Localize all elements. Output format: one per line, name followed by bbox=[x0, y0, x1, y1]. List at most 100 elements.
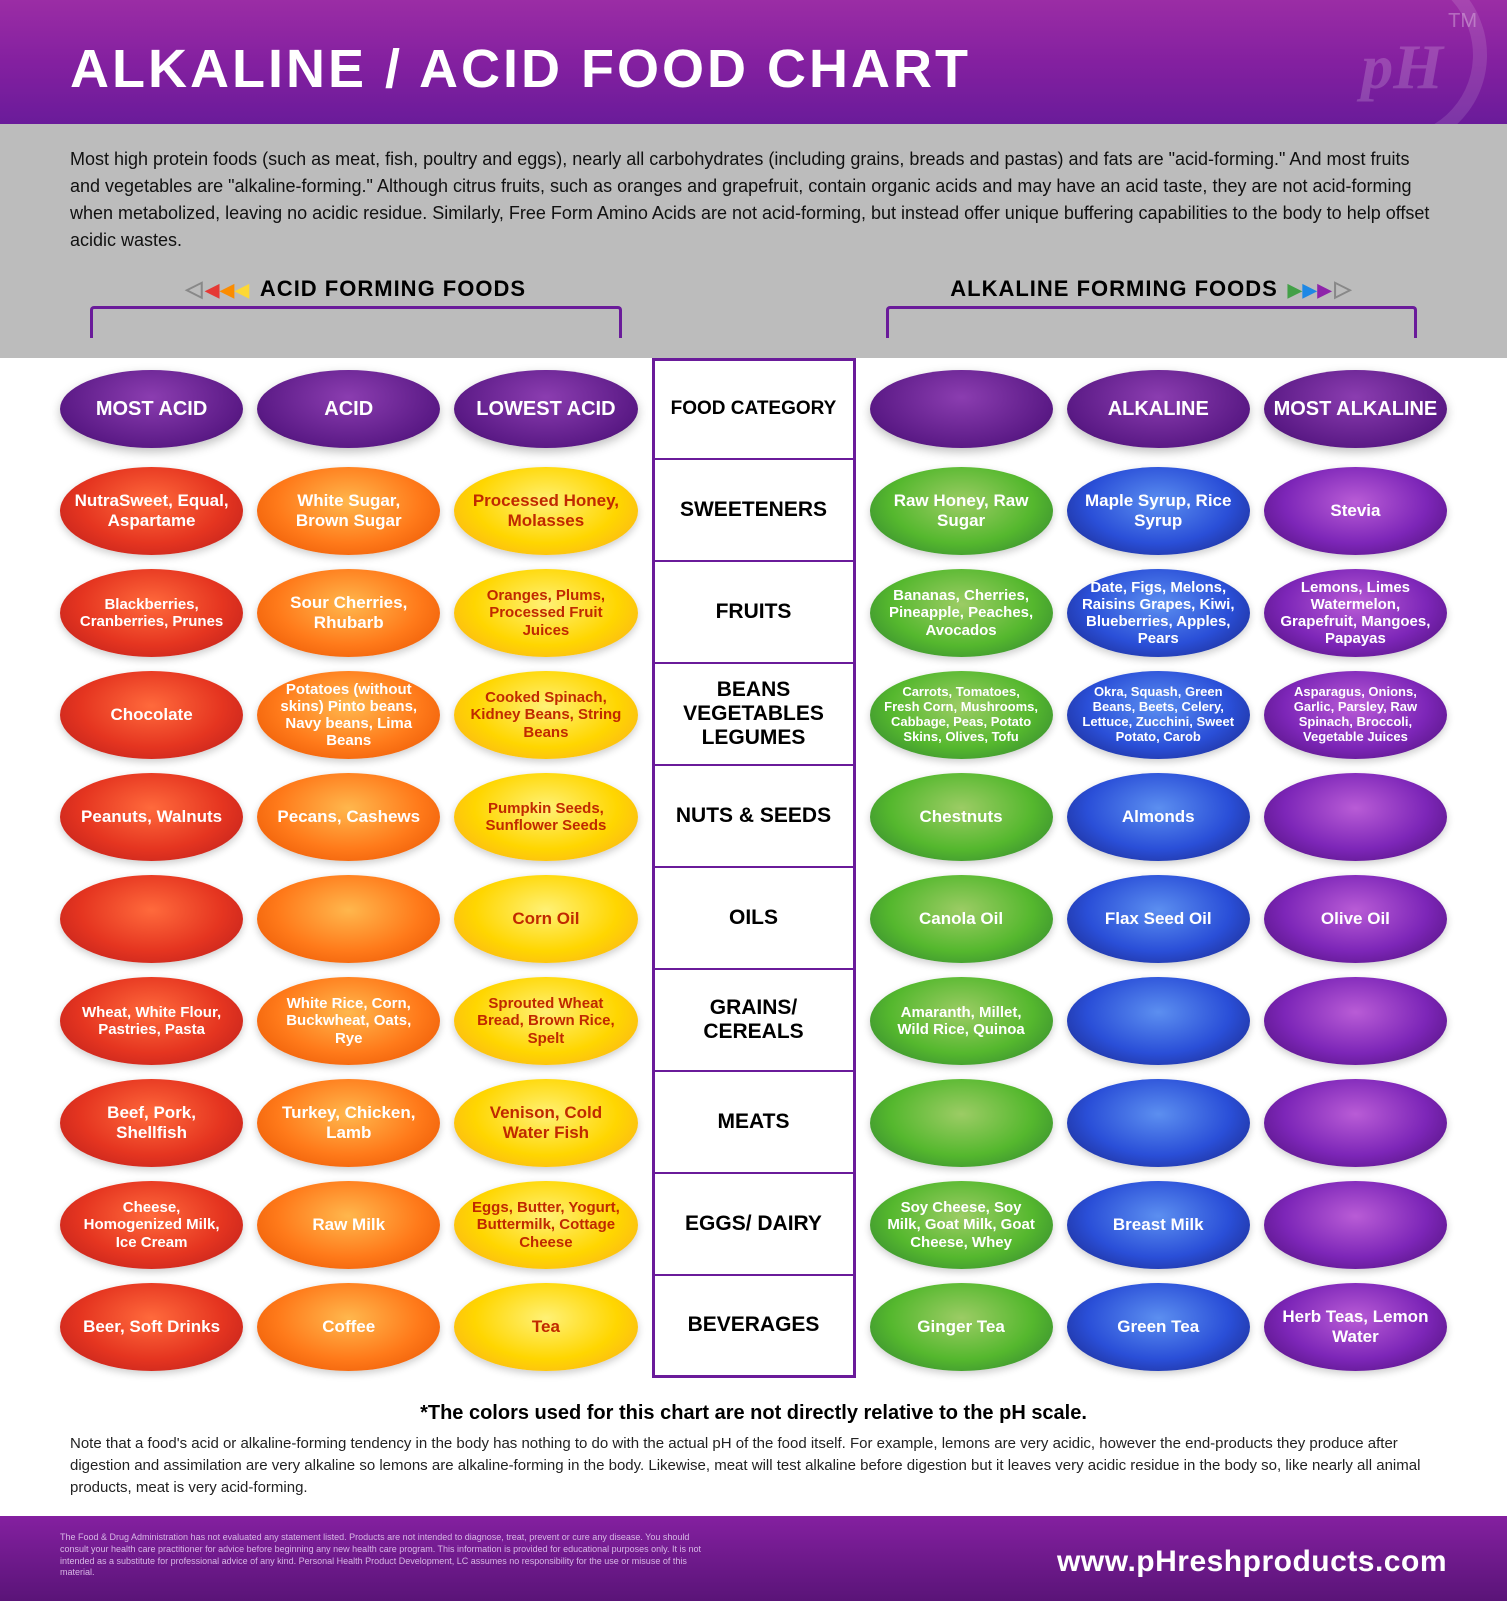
food-pill-label: Pumpkin Seeds, Sunflower Seeds bbox=[454, 773, 637, 861]
acid-section-text: ACID FORMING FOODS bbox=[260, 276, 526, 302]
food-pill: Date, Figs, Melons, Raisins Grapes, Kiwi… bbox=[1067, 562, 1250, 664]
column-header-pill bbox=[870, 370, 1053, 448]
page: pH TM ALKALINE / ACID FOOD CHART Most hi… bbox=[0, 0, 1507, 1601]
food-pill: Corn Oil bbox=[454, 868, 637, 970]
food-pill: NutraSweet, Equal, Aspartame bbox=[60, 460, 243, 562]
food-pill: Raw Milk bbox=[257, 1174, 440, 1276]
header-band: pH TM ALKALINE / ACID FOOD CHART bbox=[0, 0, 1507, 124]
food-pill: Eggs, Butter, Yogurt, Buttermilk, Cottag… bbox=[454, 1174, 637, 1276]
food-pill-label: Beef, Pork, Shellfish bbox=[60, 1079, 243, 1167]
food-pill-label: Venison, Cold Water Fish bbox=[454, 1079, 637, 1167]
food-pill: Green Tea bbox=[1067, 1276, 1250, 1378]
food-pill bbox=[1067, 970, 1250, 1072]
food-pill: Chestnuts bbox=[870, 766, 1053, 868]
food-pill-label bbox=[60, 875, 243, 963]
food-pill-label: Chocolate bbox=[60, 671, 243, 759]
chart-title: ALKALINE / ACID FOOD CHART bbox=[70, 38, 1507, 100]
food-pill: Coffee bbox=[257, 1276, 440, 1378]
category-cell: GRAINS/ CEREALS bbox=[652, 970, 856, 1072]
food-pill-label: Pecans, Cashews bbox=[257, 773, 440, 861]
food-pill-label: White Rice, Corn, Buckwheat, Oats, Rye bbox=[257, 977, 440, 1065]
food-pill-label: Olive Oil bbox=[1264, 875, 1447, 963]
food-pill: Tea bbox=[454, 1276, 637, 1378]
food-pill: Wheat, White Flour, Pastries, Pasta bbox=[60, 970, 243, 1072]
food-pill-label: Date, Figs, Melons, Raisins Grapes, Kiwi… bbox=[1067, 569, 1250, 657]
food-pill-label bbox=[257, 875, 440, 963]
food-pill-label: Herb Teas, Lemon Water bbox=[1264, 1283, 1447, 1371]
food-pill-label: Soy Cheese, Soy Milk, Goat Milk, Goat Ch… bbox=[870, 1181, 1053, 1269]
left-bracket bbox=[90, 306, 622, 338]
food-pill: Canola Oil bbox=[870, 868, 1053, 970]
food-pill: Oranges, Plums, Processed Fruit Juices bbox=[454, 562, 637, 664]
food-pill-label: Flax Seed Oil bbox=[1067, 875, 1250, 963]
column-header-pill: ALKALINE bbox=[1067, 370, 1250, 448]
food-pill-label: Almonds bbox=[1067, 773, 1250, 861]
food-pill-label: Blackberries, Cranberries, Prunes bbox=[60, 569, 243, 657]
food-pill-label bbox=[1264, 1079, 1447, 1167]
acid-section-label: ◀◀◀ ACID FORMING FOODS bbox=[60, 276, 652, 302]
food-pill-label: Oranges, Plums, Processed Fruit Juices bbox=[454, 569, 637, 657]
chart-grid: MOST ACIDACIDLOWEST ACIDFOOD CATEGORY ALK… bbox=[60, 358, 1447, 1378]
food-pill-label: Carrots, Tomatoes, Fresh Corn, Mushrooms… bbox=[870, 671, 1053, 759]
food-pill-label: Corn Oil bbox=[454, 875, 637, 963]
column-header: LOWEST ACID bbox=[454, 358, 637, 460]
food-pill-label bbox=[870, 1079, 1053, 1167]
food-pill: Lemons, Limes Watermelon, Grapefruit, Ma… bbox=[1264, 562, 1447, 664]
food-pill: Cooked Spinach, Kidney Beans, String Bea… bbox=[454, 664, 637, 766]
column-header-pill: MOST ALKALINE bbox=[1264, 370, 1447, 448]
food-pill: Soy Cheese, Soy Milk, Goat Milk, Goat Ch… bbox=[870, 1174, 1053, 1276]
food-pill-label: Cooked Spinach, Kidney Beans, String Bea… bbox=[454, 671, 637, 759]
category-cell: MEATS bbox=[652, 1072, 856, 1174]
food-pill: Potatoes (without skins) Pinto beans, Na… bbox=[257, 664, 440, 766]
column-header-pill: MOST ACID bbox=[60, 370, 243, 448]
column-header-pill: ACID bbox=[257, 370, 440, 448]
food-pill-label: Coffee bbox=[257, 1283, 440, 1371]
food-pill-label: Chestnuts bbox=[870, 773, 1053, 861]
food-pill-label: Potatoes (without skins) Pinto beans, Na… bbox=[257, 671, 440, 759]
footer-url: www.pHreshproducts.com bbox=[1057, 1545, 1447, 1579]
food-pill-label: Green Tea bbox=[1067, 1283, 1250, 1371]
category-cell: EGGS/ DAIRY bbox=[652, 1174, 856, 1276]
column-header: ALKALINE bbox=[1067, 358, 1250, 460]
food-pill: Breast Milk bbox=[1067, 1174, 1250, 1276]
trademark-badge: TM bbox=[1448, 10, 1477, 33]
food-pill: Cheese, Homogenized Milk, Ice Cream bbox=[60, 1174, 243, 1276]
food-pill-label: Ginger Tea bbox=[870, 1283, 1053, 1371]
food-pill: Peanuts, Walnuts bbox=[60, 766, 243, 868]
food-pill-label bbox=[1264, 977, 1447, 1065]
food-pill bbox=[1264, 1174, 1447, 1276]
food-pill: Raw Honey, Raw Sugar bbox=[870, 460, 1053, 562]
bracket-row bbox=[0, 306, 1507, 338]
food-pill: Stevia bbox=[1264, 460, 1447, 562]
food-pill: Sprouted Wheat Bread, Brown Rice, Spelt bbox=[454, 970, 637, 1072]
food-pill-label: Amaranth, Millet, Wild Rice, Quinoa bbox=[870, 977, 1053, 1065]
food-pill-label: Maple Syrup, Rice Syrup bbox=[1067, 467, 1250, 555]
food-pill-label: Okra, Squash, Green Beans, Beets, Celery… bbox=[1067, 671, 1250, 759]
column-header: ACID bbox=[257, 358, 440, 460]
food-pill-label: Stevia bbox=[1264, 467, 1447, 555]
food-pill-label: Sour Cherries, Rhubarb bbox=[257, 569, 440, 657]
category-header: FOOD CATEGORY bbox=[652, 358, 856, 460]
food-pill: Pecans, Cashews bbox=[257, 766, 440, 868]
food-pill: Chocolate bbox=[60, 664, 243, 766]
arrows-right-icon: ▶▶▶ bbox=[1288, 276, 1352, 302]
food-pill: Turkey, Chicken, Lamb bbox=[257, 1072, 440, 1174]
category-cell: NUTS & SEEDS bbox=[652, 766, 856, 868]
right-bracket bbox=[886, 306, 1418, 338]
food-pill: White Sugar, Brown Sugar bbox=[257, 460, 440, 562]
food-pill: Amaranth, Millet, Wild Rice, Quinoa bbox=[870, 970, 1053, 1072]
food-pill: Venison, Cold Water Fish bbox=[454, 1072, 637, 1174]
food-pill: Carrots, Tomatoes, Fresh Corn, Mushrooms… bbox=[870, 664, 1053, 766]
color-footnote: *The colors used for this chart are not … bbox=[0, 1388, 1507, 1429]
food-pill-label: Bananas, Cherries, Pineapple, Peaches, A… bbox=[870, 569, 1053, 657]
food-pill: Flax Seed Oil bbox=[1067, 868, 1250, 970]
food-pill-label bbox=[1264, 773, 1447, 861]
food-pill-label bbox=[1067, 1079, 1250, 1167]
food-pill-label: Raw Honey, Raw Sugar bbox=[870, 467, 1053, 555]
food-pill-label: Processed Honey, Molasses bbox=[454, 467, 637, 555]
food-pill bbox=[1067, 1072, 1250, 1174]
category-cell: BEANS VEGETABLES LEGUMES bbox=[652, 664, 856, 766]
food-pill: Pumpkin Seeds, Sunflower Seeds bbox=[454, 766, 637, 868]
column-header-pill: LOWEST ACID bbox=[454, 370, 637, 448]
intro-paragraph: Most high protein foods (such as meat, f… bbox=[0, 124, 1507, 282]
